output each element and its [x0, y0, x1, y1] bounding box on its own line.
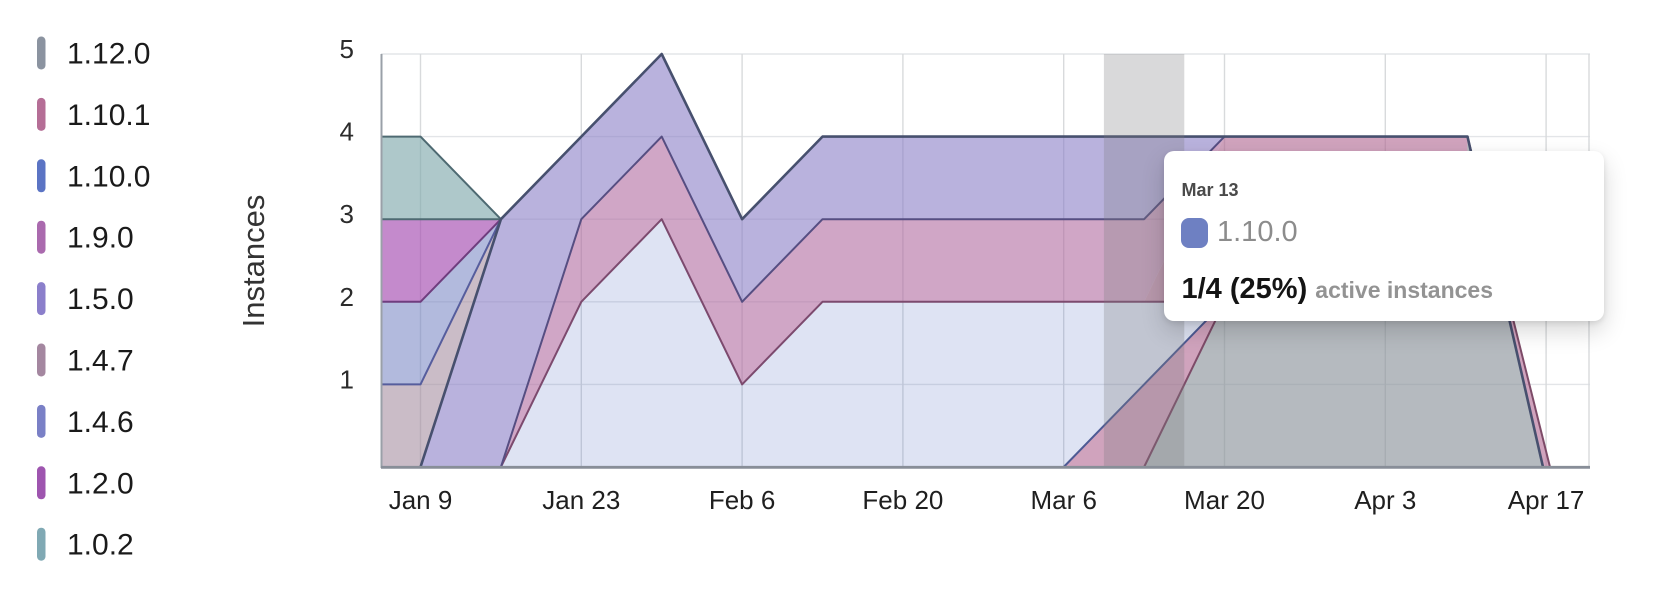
svg-text:1.12.0: 1.12.0 [67, 38, 150, 71]
svg-text:1.9.0: 1.9.0 [67, 222, 134, 255]
svg-text:Feb 6: Feb 6 [709, 485, 776, 515]
svg-text:1.5.0: 1.5.0 [67, 283, 134, 316]
svg-text:Apr 17: Apr 17 [1508, 485, 1585, 515]
svg-text:3: 3 [340, 199, 354, 229]
svg-text:Jan 9: Jan 9 [389, 485, 453, 515]
svg-text:1.4.7: 1.4.7 [67, 345, 134, 378]
svg-text:Instances: Instances [236, 195, 271, 328]
svg-text:1.4.6: 1.4.6 [67, 406, 134, 439]
svg-text:Mar 20: Mar 20 [1184, 485, 1265, 515]
svg-text:5: 5 [340, 34, 354, 64]
svg-text:4: 4 [340, 117, 354, 147]
svg-text:Mar 6: Mar 6 [1030, 485, 1096, 515]
svg-text:Apr 3: Apr 3 [1354, 485, 1416, 515]
svg-text:1.10.1: 1.10.1 [67, 99, 150, 132]
svg-text:1.2.0: 1.2.0 [67, 467, 134, 500]
svg-text:1.10.0: 1.10.0 [67, 160, 150, 193]
svg-text:1.0.2: 1.0.2 [67, 529, 134, 562]
svg-text:Feb 20: Feb 20 [862, 485, 943, 515]
svg-text:2: 2 [340, 282, 354, 312]
svg-text:Jan 23: Jan 23 [542, 485, 620, 515]
svg-text:1: 1 [340, 364, 354, 394]
